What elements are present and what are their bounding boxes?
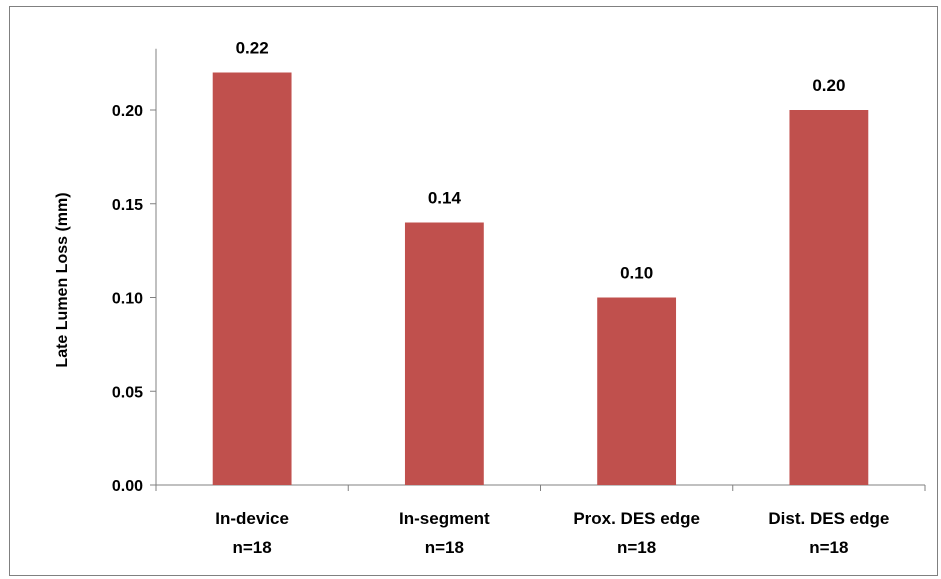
y-tick-label: 0.10: [112, 291, 143, 308]
bar: [212, 72, 292, 485]
x-tick-label: n=18: [425, 538, 464, 557]
bar: [404, 222, 484, 485]
x-tick-label: n=18: [809, 538, 848, 557]
data-label: 0.10: [620, 264, 653, 283]
y-tick-label: 0.00: [112, 478, 143, 495]
x-tick-label: In-device: [215, 509, 289, 528]
y-axis: 0.00 0.05 0.10 0.15 0.20: [112, 48, 157, 495]
x-tick-label: Dist. DES edge: [768, 509, 889, 528]
data-label: 0.20: [812, 76, 845, 95]
x-tick-label: Prox. DES edge: [573, 509, 700, 528]
bar: [789, 110, 869, 485]
data-labels: 0.22 0.14 0.10 0.20: [236, 39, 846, 283]
y-tick-label: 0.05: [112, 384, 143, 401]
x-axis: In-device n=18 In-segment n=18 Prox. DES edg…: [155, 484, 926, 557]
x-tick-label: n=18: [617, 538, 656, 557]
data-label: 0.14: [428, 189, 462, 208]
y-axis-title: Late Lumen Loss (mm): [54, 192, 71, 367]
x-tick-label: In-segment: [399, 509, 490, 528]
bar: [597, 297, 677, 485]
data-label: 0.22: [236, 39, 269, 58]
y-tick-label: 0.15: [112, 197, 143, 214]
bars: [212, 72, 869, 485]
y-tick-label: 0.20: [112, 103, 143, 120]
x-tick-label: n=18: [233, 538, 272, 557]
